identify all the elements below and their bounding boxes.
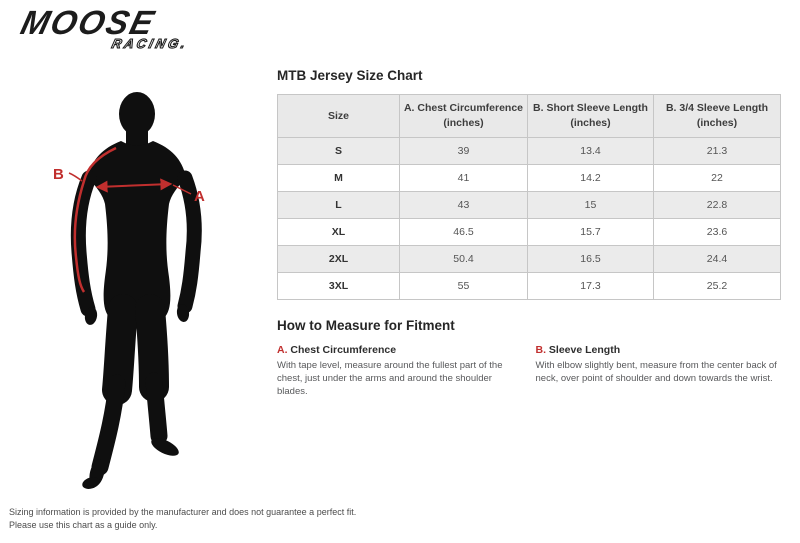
measure-letter-a: A. (277, 344, 288, 356)
body-silhouette (70, 92, 202, 489)
cell-chest: 39 (399, 137, 528, 165)
measure-letter-b: B. (535, 344, 547, 356)
measure-item-description: With tape level, measure around the full… (277, 360, 503, 397)
racing-wordmark: RACING. (110, 35, 191, 51)
measure-item-chest: A. Chest Circumference With tape level, … (277, 344, 522, 398)
cell-short-sleeve: 16.5 (527, 245, 654, 273)
cell-chest: 46.5 (399, 218, 528, 246)
cell-three-quarter-sleeve: 22 (653, 164, 781, 192)
col-header-three-quarter-sleeve: B. 3/4 Sleeve Length (inches) (653, 94, 781, 138)
measure-item-description: With elbow slightly bent, measure from t… (535, 360, 777, 384)
col-label: B. 3/4 Sleeve Length (665, 102, 769, 115)
measure-section-title: How to Measure for Fitment (277, 318, 455, 333)
measurement-figure: A B (53, 92, 205, 489)
cell-size: S (277, 137, 400, 165)
table-row: M 41 14.2 22 (277, 164, 781, 192)
cell-size: M (277, 164, 400, 192)
col-header-chest: A. Chest Circumference (inches) (399, 94, 528, 138)
sleeve-measure-line (73, 146, 117, 293)
cell-short-sleeve: 17.3 (527, 272, 654, 300)
cell-three-quarter-sleeve: 22.8 (653, 191, 781, 219)
disclaimer-line-1: Sizing information is provided by the ma… (9, 507, 357, 517)
disclaimer-line-2: Please use this chart as a guide only. (9, 519, 158, 530)
label-a: A (194, 188, 205, 205)
col-label: Size (327, 109, 349, 122)
cell-chest: 50.4 (399, 245, 528, 273)
measure-heading-text: Sleeve Length (548, 344, 621, 356)
col-unit: (inches) (570, 117, 611, 129)
main-content: MTB Jersey Size Chart Size A. Chest Circ… (277, 68, 781, 398)
cell-size: L (277, 191, 400, 219)
cell-short-sleeve: 15.7 (527, 218, 654, 246)
cell-chest: 43 (399, 191, 528, 219)
measure-item-sleeve: B. Sleeve Length With elbow slightly ben… (536, 344, 781, 398)
cell-three-quarter-sleeve: 21.3 (653, 137, 781, 165)
table-row: 3XL 55 17.3 25.2 (277, 272, 781, 300)
cell-short-sleeve: 15 (527, 191, 654, 219)
measure-item-heading: A. Chest Circumference (277, 344, 522, 356)
measure-item-heading: B. Sleeve Length (536, 344, 781, 356)
table-row: S 39 13.4 21.3 (277, 137, 781, 165)
cell-short-sleeve: 14.2 (527, 164, 654, 192)
cell-size: 2XL (277, 245, 400, 273)
chest-measure-line (95, 178, 173, 193)
cell-size: XL (277, 218, 400, 246)
col-label: B. Short Sleeve Length (533, 102, 648, 115)
brand-logo: MOOSE RACING. (17, 3, 198, 51)
cell-three-quarter-sleeve: 23.6 (653, 218, 781, 246)
moose-wordmark: MOOSE (17, 3, 160, 42)
measure-columns: A. Chest Circumference With tape level, … (277, 344, 780, 398)
table-row: 2XL 50.4 16.5 24.4 (277, 245, 781, 273)
measurement-annotations: A B (53, 146, 205, 293)
header-row: Size A. Chest Circumference (inches) B. … (277, 94, 781, 138)
label-a-pointer-line (172, 184, 192, 195)
cell-size: 3XL (277, 272, 400, 300)
table-body: S 39 13.4 21.3 M 41 14.2 22 L 43 15 22.8… (277, 137, 781, 300)
col-unit: (inches) (696, 117, 738, 129)
table-row: XL 46.5 15.7 23.6 (277, 218, 781, 246)
table-row: L 43 15 22.8 (277, 191, 781, 219)
table-header: Size A. Chest Circumference (inches) B. … (277, 94, 781, 138)
cell-three-quarter-sleeve: 25.2 (653, 272, 781, 300)
cell-chest: 55 (399, 272, 528, 300)
cell-short-sleeve: 13.4 (527, 137, 654, 165)
measure-heading-text: Chest Circumference (290, 344, 397, 356)
size-chart-table: Size A. Chest Circumference (inches) B. … (277, 94, 781, 300)
col-unit: (inches) (443, 117, 484, 129)
label-b-pointer-line (68, 172, 83, 182)
cell-chest: 41 (399, 164, 528, 192)
col-label: A. Chest Circumference (403, 102, 524, 115)
label-b: B (53, 166, 64, 183)
cell-three-quarter-sleeve: 24.4 (653, 245, 781, 273)
col-header-size: Size (277, 94, 400, 138)
disclaimer: Sizing information is provided by the ma… (9, 506, 356, 531)
size-chart-title: MTB Jersey Size Chart (277, 68, 423, 83)
col-header-short-sleeve: B. Short Sleeve Length (inches) (527, 94, 654, 138)
